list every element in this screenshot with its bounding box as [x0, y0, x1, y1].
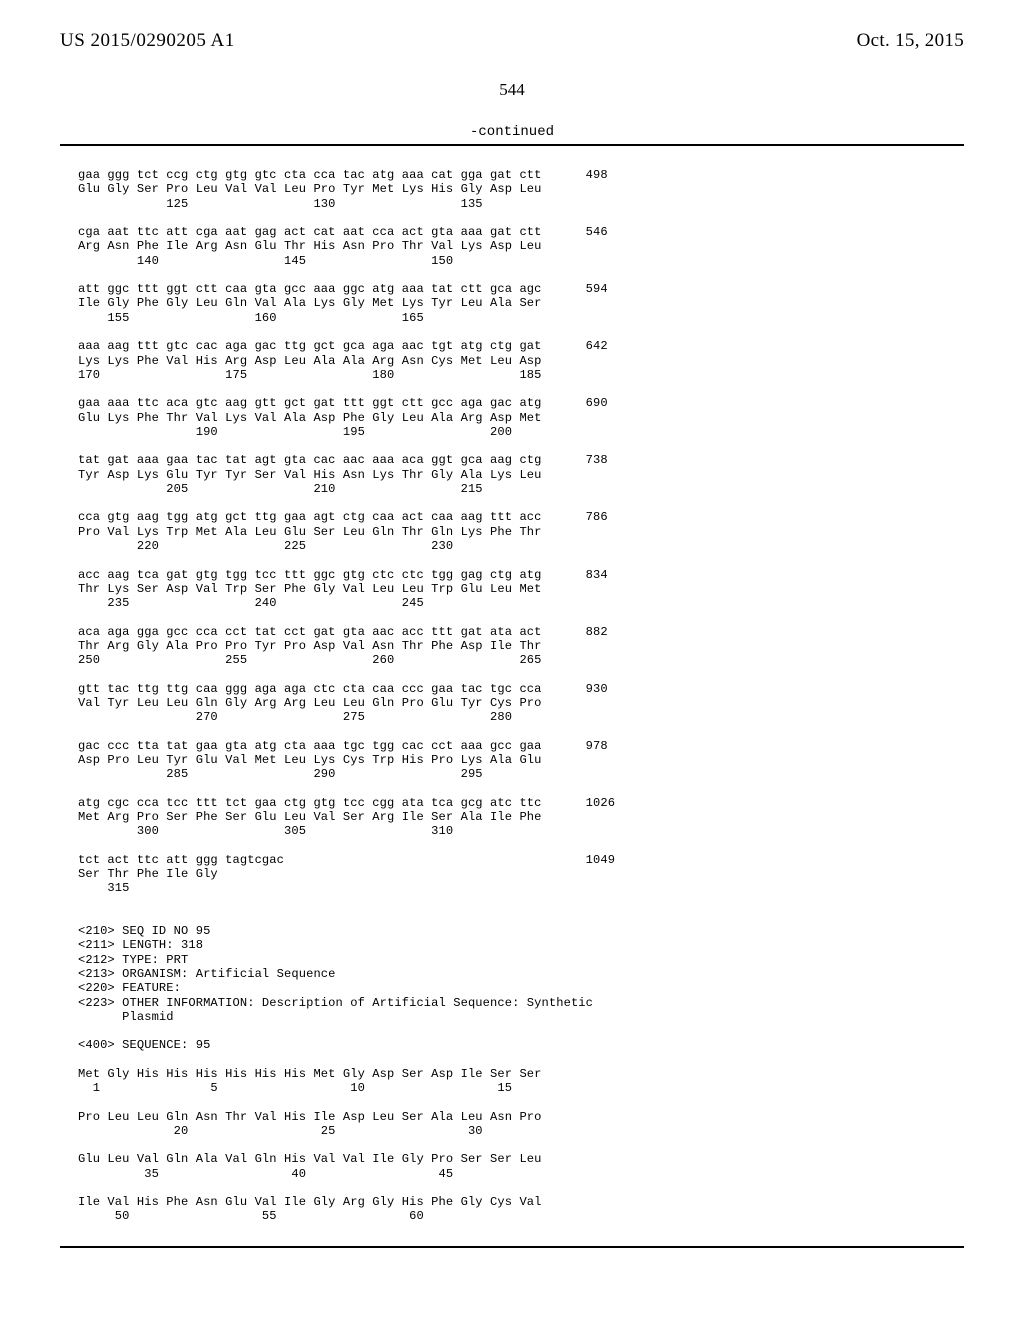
publication-number: US 2015/0290205 A1: [60, 30, 235, 52]
top-rule: [60, 144, 964, 146]
sequence-listing: gaa ggg tct ccg ctg gtg gtc cta cca tac …: [60, 158, 964, 1234]
page: US 2015/0290205 A1 Oct. 15, 2015 544 -co…: [0, 0, 1024, 1320]
header-row: US 2015/0290205 A1 Oct. 15, 2015: [60, 30, 964, 52]
page-number: 544: [60, 80, 964, 100]
publication-date: Oct. 15, 2015: [857, 30, 964, 52]
bottom-rule: [60, 1246, 964, 1248]
continued-label: -continued: [60, 124, 964, 140]
